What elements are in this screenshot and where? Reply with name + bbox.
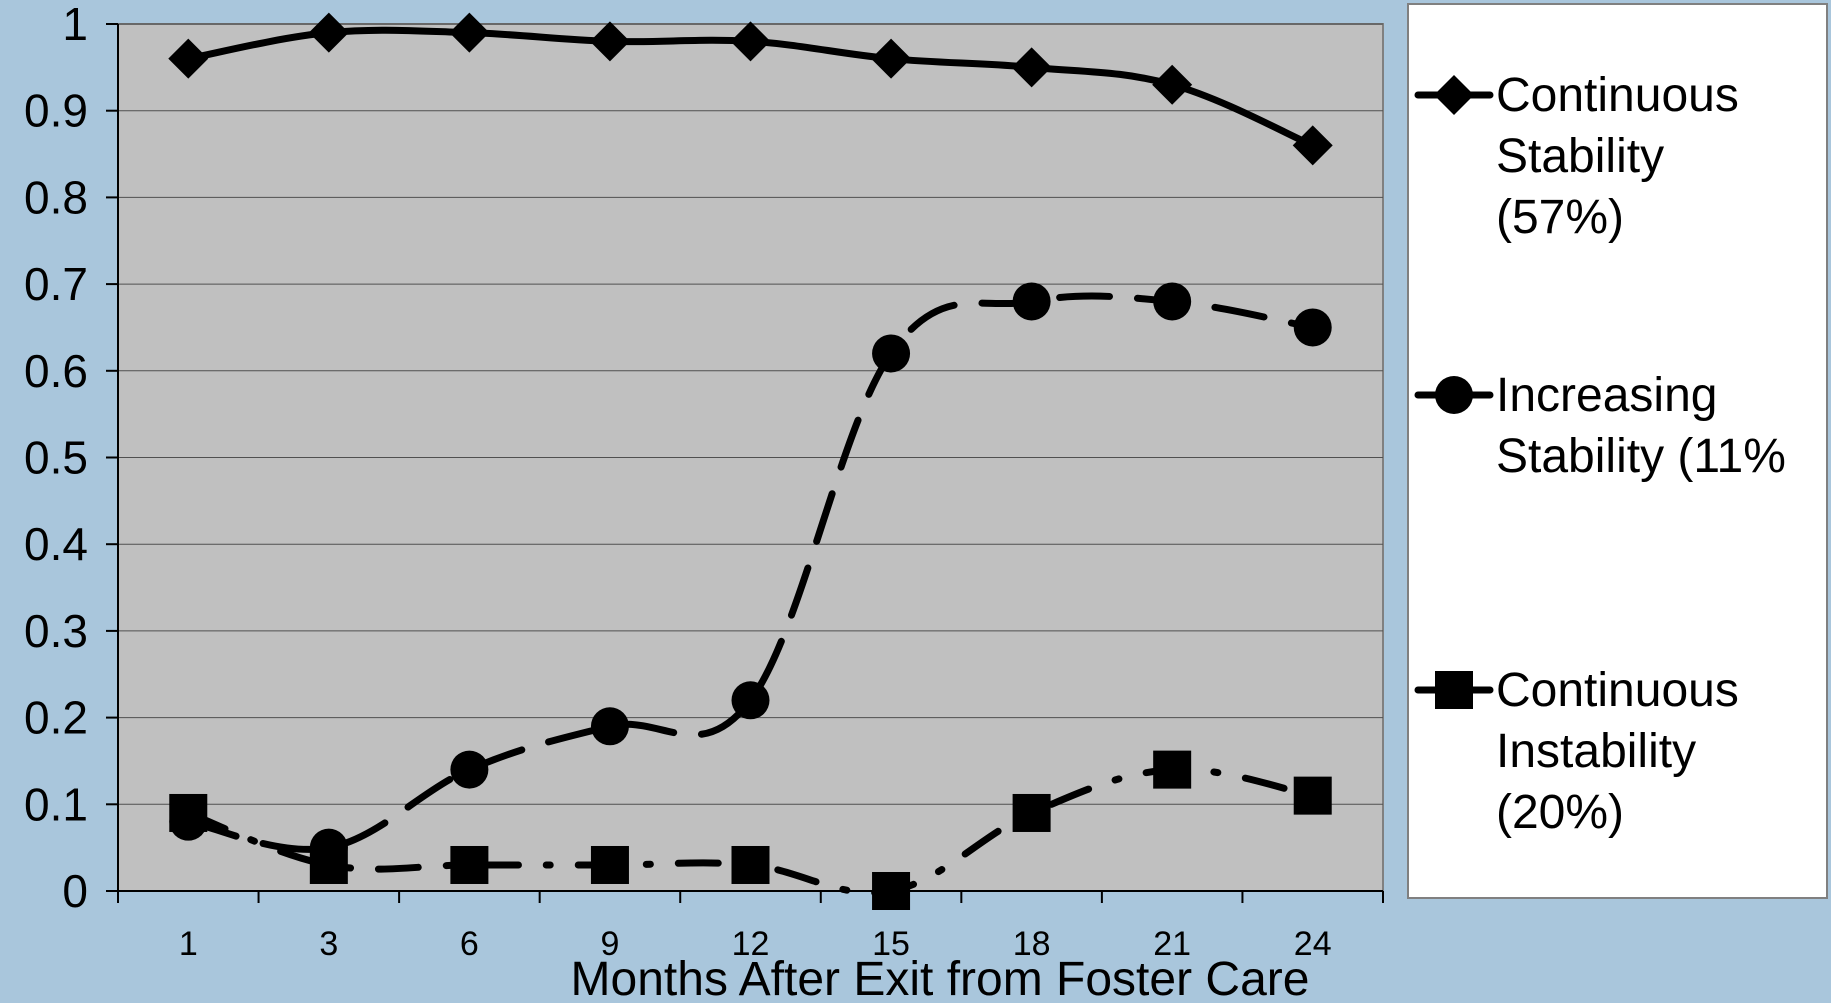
legend-label: Continuous: [1496, 664, 1739, 717]
y-tick-label: 0.6: [24, 345, 88, 397]
data-point-circle: [450, 750, 489, 789]
data-point-square: [1153, 750, 1192, 789]
data-point-circle: [590, 707, 629, 746]
series-square: [169, 750, 1332, 910]
y-tick-label: 1: [62, 0, 88, 50]
legend-marker-circle: [1435, 376, 1473, 414]
legend: Continuous Stability (57%) Increasing Stabil…: [1407, 3, 1828, 899]
legend-label: Stability (11%: [1496, 430, 1786, 483]
x-tick-label: 21: [1153, 925, 1191, 963]
data-point-square: [1293, 776, 1332, 815]
series-diamond: [168, 12, 1333, 166]
data-point-diamond: [308, 12, 349, 53]
data-point-diamond: [1011, 47, 1052, 88]
data-point-diamond: [871, 38, 912, 79]
data-point-diamond: [1152, 64, 1193, 105]
legend-entry: Increasing Stability (11%: [1414, 369, 1786, 483]
data-point-circle: [1153, 282, 1192, 321]
legend-entry: Continuous Stability (57%): [1414, 69, 1739, 244]
data-point-diamond: [168, 38, 209, 79]
data-point-circle: [872, 334, 911, 373]
y-tick-label: 0: [62, 865, 88, 917]
legend-label: Stability: [1496, 130, 1664, 183]
data-point-circle: [1012, 282, 1051, 321]
data-point-square: [731, 845, 770, 884]
legend-marker-diamond: [1434, 75, 1474, 115]
y-tick-label: 0.1: [24, 778, 88, 830]
data-point-diamond: [449, 12, 490, 53]
legend-box: [1407, 3, 1828, 899]
x-tick-label: 6: [460, 925, 479, 963]
data-point-square: [872, 872, 911, 910]
x-tick-label: 12: [732, 925, 770, 963]
y-tick-label: 0.8: [24, 171, 88, 223]
y-tick-label: 0.4: [24, 518, 88, 570]
data-point-circle: [1293, 308, 1332, 347]
data-point-square: [450, 845, 489, 884]
x-tick-label: 3: [319, 925, 338, 963]
legend-marker-square: [1435, 671, 1473, 709]
axes: 0 0.1 0.2 0.3 0.4 0.5 0.6 0.7 0.8 0.9 1 1 3 6 9 12 15 18 2…: [24, 0, 1384, 963]
y-tick-label: 0.7: [24, 258, 88, 310]
y-tick-label: 0.3: [24, 605, 88, 657]
y-tick-label: 0.9: [24, 85, 88, 137]
legend-label: Instability: [1496, 725, 1696, 778]
x-tick-label: 9: [600, 925, 619, 963]
data-point-square: [309, 845, 348, 884]
x-tick-label: 15: [872, 925, 910, 963]
legend-entry: Continuous Instability (20%): [1414, 664, 1739, 839]
y-tick-label: 0.5: [24, 432, 88, 484]
series-layer: [168, 12, 1333, 910]
y-tick-label: 0.2: [24, 692, 88, 744]
data-point-square: [169, 793, 208, 832]
legend-label: Continuous: [1496, 69, 1739, 122]
x-axis-label: Months After Exit from Foster Care: [571, 953, 1310, 1003]
data-point-diamond: [1292, 125, 1333, 166]
x-tick-label: 18: [1013, 925, 1051, 963]
data-point-diamond: [589, 21, 630, 62]
data-point-diamond: [730, 21, 771, 62]
x-tick-label: 24: [1294, 925, 1332, 963]
data-point-square: [590, 845, 629, 884]
legend-label: (20%): [1496, 786, 1624, 839]
x-tick-label: 1: [179, 925, 198, 963]
data-point-circle: [731, 681, 770, 720]
legend-label: (57%): [1496, 191, 1624, 244]
data-point-square: [1012, 793, 1051, 832]
legend-label: Increasing: [1496, 369, 1717, 422]
